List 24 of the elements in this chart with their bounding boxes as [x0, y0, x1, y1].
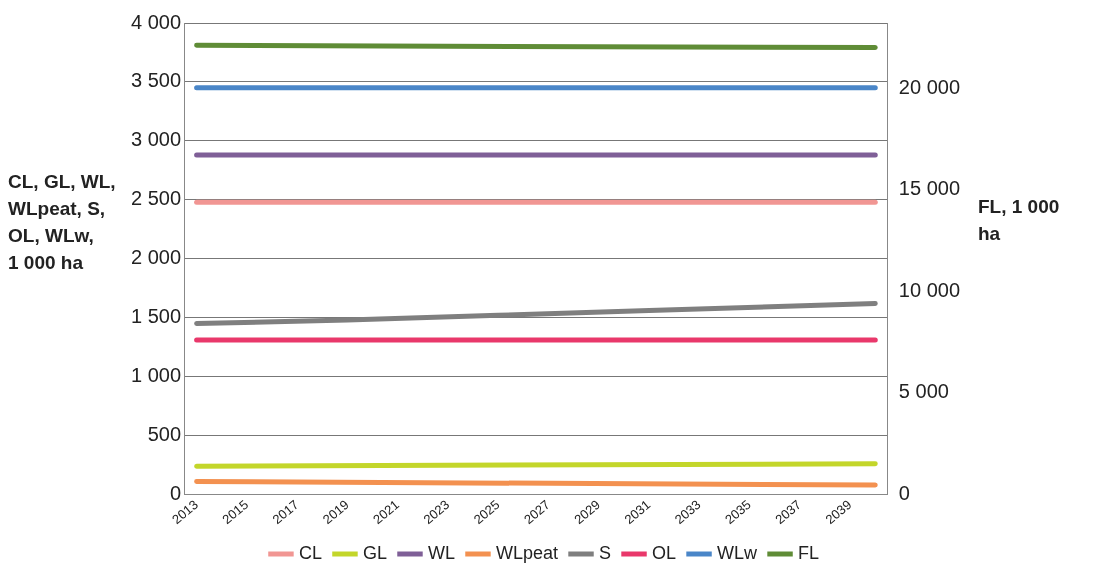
y-axis-title: CL, GL, WL, WLpeat, S, OL, WLw, 1 000 ha — [8, 170, 117, 275]
y2-tick-label: 0 — [898, 481, 910, 504]
legend-label: WLw — [717, 542, 759, 563]
legend-label: GL — [362, 542, 387, 563]
y-tick-label: 1 500 — [130, 305, 182, 328]
y-tick-label: 2 000 — [130, 246, 182, 269]
y-tick-label: 2 500 — [130, 187, 182, 210]
y-tick-label: 3 500 — [130, 69, 182, 92]
y2-tick-label: 5 000 — [898, 380, 949, 403]
y-tick-label: 500 — [147, 423, 182, 446]
legend-label: S — [599, 542, 612, 563]
legend-label: WLpeat — [495, 542, 559, 563]
legend-label: OL — [652, 542, 677, 563]
y2-axis-title: FL, 1 000 ha — [977, 195, 1061, 246]
legend-label: CL — [298, 542, 322, 563]
y-tick-label: 4 000 — [130, 10, 182, 33]
legend-label: WL — [427, 542, 455, 563]
y-tick-label: 1 000 — [130, 364, 182, 387]
y-tick-label: 0 — [169, 481, 182, 504]
y2-tick-label: 15 000 — [898, 177, 960, 200]
y-tick-label: 3 000 — [130, 128, 182, 151]
legend-label: FL — [798, 542, 820, 563]
y2-tick-label: 20 000 — [898, 75, 960, 98]
y2-tick-label: 10 000 — [898, 278, 960, 301]
